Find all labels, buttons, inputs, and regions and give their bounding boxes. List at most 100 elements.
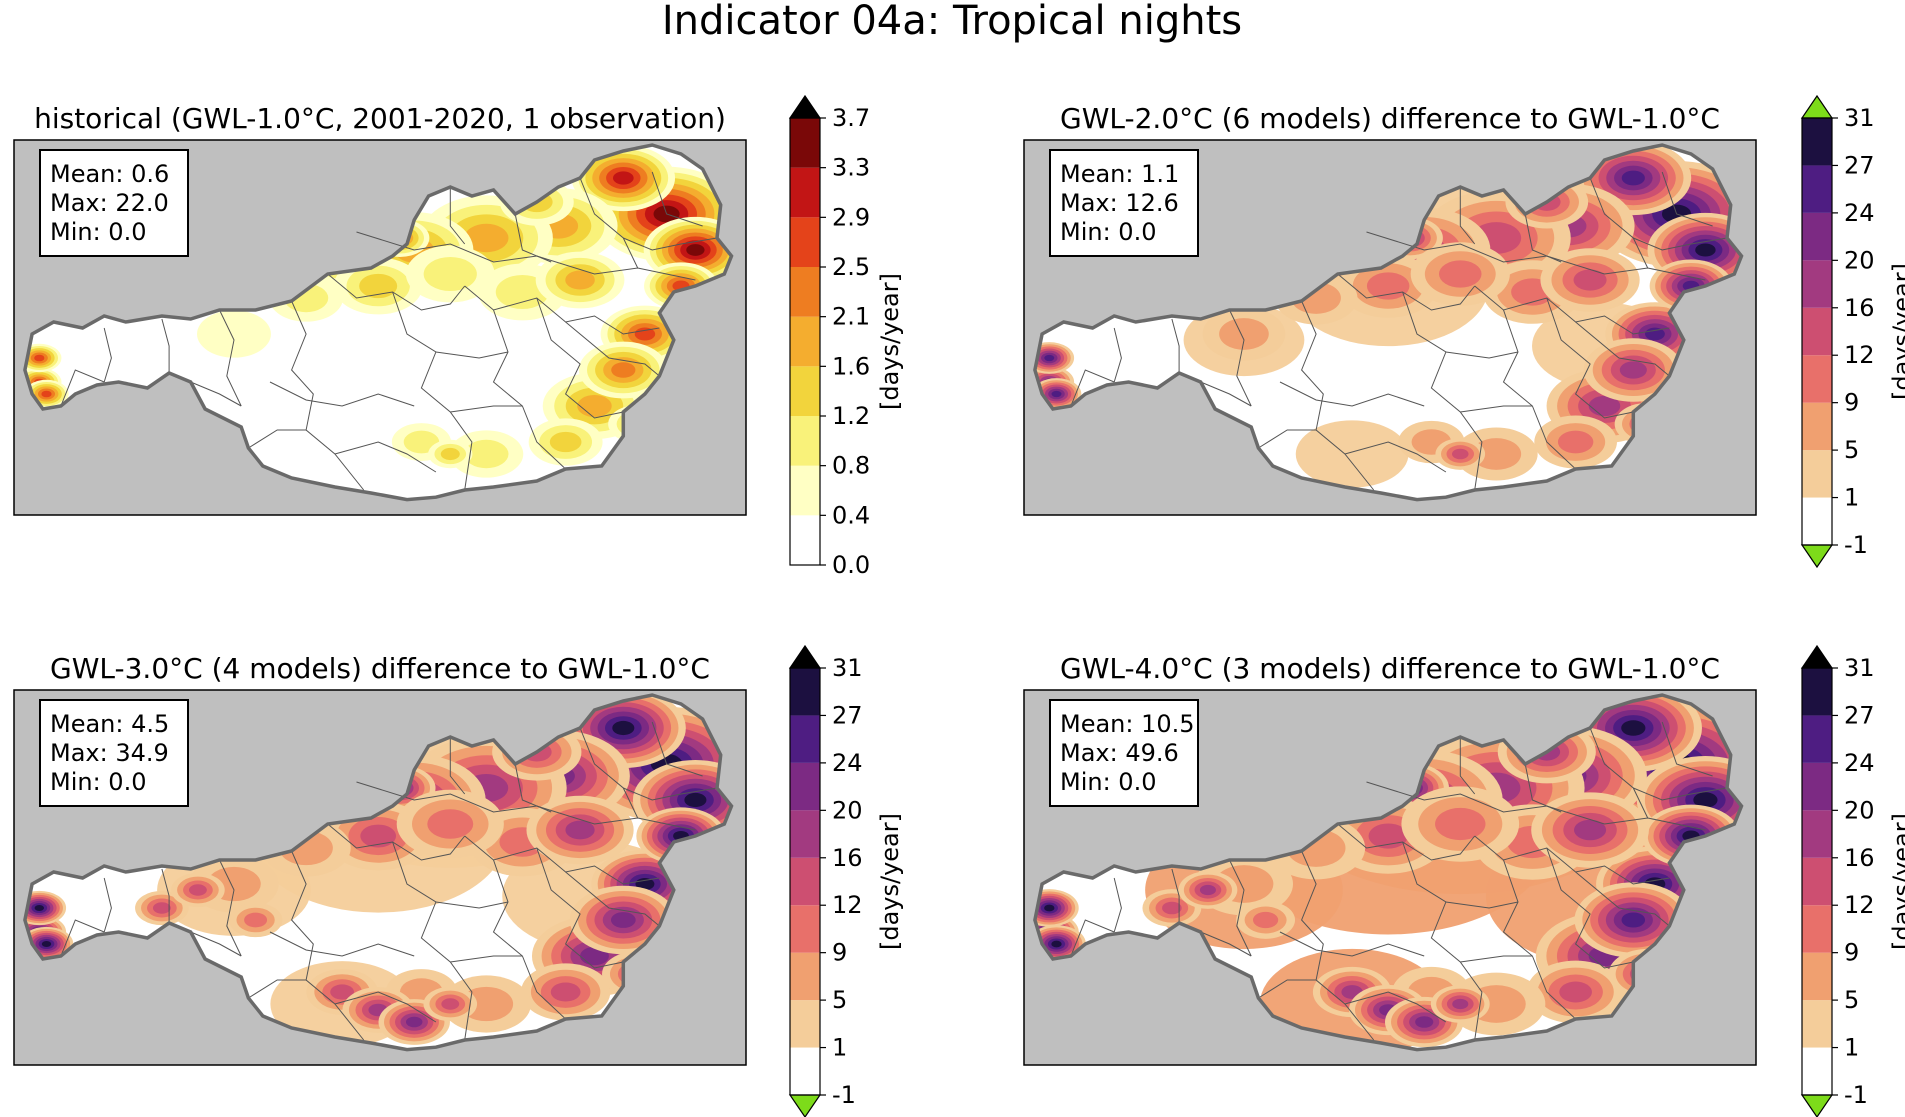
- colorbar-segment: [1802, 450, 1832, 498]
- district-boundary: [1460, 405, 1533, 413]
- contour-band: [1557, 430, 1594, 454]
- colorbar-tick-label: 1.2: [832, 402, 870, 430]
- district-boundary: [1366, 781, 1706, 831]
- colorbar-segment: [790, 762, 820, 811]
- district-boundary: [536, 847, 624, 969]
- contour-band: [41, 940, 52, 948]
- district-boundary: [1460, 955, 1533, 963]
- district-boundary: [1402, 841, 1483, 1041]
- district-boundary: [392, 841, 473, 1041]
- contour-band: [634, 327, 656, 341]
- district-boundary: [1459, 187, 1476, 245]
- district-boundary: [1258, 979, 1317, 999]
- colorbar-tick-label: 20: [1844, 796, 1875, 824]
- colorbar-segment: [790, 167, 820, 218]
- contour-band: [565, 270, 595, 290]
- contour-band: [1252, 911, 1279, 929]
- colorbar-segment: [790, 465, 820, 516]
- contour-band: [1435, 807, 1486, 841]
- contour-band: [464, 223, 509, 253]
- district-boundary: [565, 321, 660, 377]
- colorbar-tick-label: 27: [832, 701, 863, 729]
- colorbar-segment: [790, 316, 820, 367]
- colorbar: 0.0 0.4 0.8 1.2 1.6 2.1 2.5 2.9 3.3 3.7 [days/year…: [788, 94, 904, 579]
- contour-band: [686, 244, 705, 256]
- district-boundary: [1633, 787, 1728, 801]
- district-boundary: [1445, 901, 1519, 909]
- colorbar-tick-label: 2.1: [832, 303, 870, 331]
- country-outline: [1033, 693, 1744, 1052]
- district-boundary: [327, 823, 466, 861]
- colorbar-segment: [1802, 857, 1832, 906]
- district-boundary: [651, 171, 703, 227]
- district-boundary: [327, 273, 466, 311]
- colorbar-segment: [1802, 668, 1832, 716]
- stats-line: Min: 0.0: [50, 768, 146, 796]
- contour-band: [577, 394, 612, 418]
- district-boundary: [1589, 727, 1649, 819]
- colorbar-segment: [1802, 307, 1832, 356]
- district-boundary: [1200, 381, 1252, 407]
- colorbar-tick-label: 0.4: [832, 501, 870, 529]
- colorbar-extend-max: [1800, 644, 1834, 669]
- colorbar-segment: [790, 118, 820, 168]
- colorbar-segment: [1802, 810, 1832, 858]
- contour-band: [1693, 792, 1718, 808]
- colorbar-segment: [790, 952, 820, 1001]
- stats-box: [39, 699, 189, 807]
- district-boundary: [1445, 351, 1519, 359]
- district-boundary: [1546, 847, 1634, 969]
- colorbar: -1 1 5 9 12 16 20 24 27 31 [days/year]: [1800, 94, 1905, 569]
- district-boundary: [1633, 237, 1728, 251]
- district-boundary: [1337, 823, 1476, 861]
- colorbar-segment: [1802, 1000, 1832, 1048]
- district-boundary: [1575, 321, 1670, 377]
- colorbar-tick-label: 24: [832, 749, 863, 777]
- contour-band: [549, 431, 582, 453]
- colorbar-tick-label: 16: [1844, 294, 1875, 322]
- contour-band: [1573, 269, 1607, 291]
- colorbar-tick-label: 1: [832, 1034, 847, 1062]
- colorbar-segment: [790, 1000, 820, 1048]
- colorbar-segment: [790, 267, 820, 317]
- contour-band: [405, 1016, 423, 1028]
- colorbar-segment: [1802, 118, 1832, 166]
- colorbar-tick-label: 27: [1844, 701, 1875, 729]
- district-boundary: [536, 297, 624, 419]
- contour-band: [1219, 318, 1269, 350]
- district-boundary: [449, 737, 466, 795]
- stats-box: [1049, 699, 1199, 807]
- colorbar-tick-label: 3.7: [832, 104, 870, 132]
- colorbar-tick-label: 31: [832, 654, 863, 682]
- contour-band: [1619, 361, 1647, 379]
- district-boundary: [514, 763, 552, 813]
- contour-band: [441, 998, 460, 1010]
- colorbar-tick-label: 1: [1844, 484, 1859, 512]
- colorbar-segment: [1802, 905, 1832, 953]
- district-boundary: [334, 441, 437, 473]
- district-boundary: [1171, 318, 1180, 373]
- colorbar-tick-label: 12: [832, 891, 863, 919]
- contour-band: [1162, 901, 1182, 915]
- district-boundary: [449, 187, 466, 245]
- colorbar-tick-label: 2.9: [832, 203, 870, 231]
- colorbar-segment: [1802, 355, 1832, 403]
- district-boundary: [219, 309, 242, 407]
- colorbar-tick-label: 1.6: [832, 352, 870, 380]
- district-boundary: [565, 871, 660, 927]
- colorbar-tick-label: 12: [1844, 891, 1875, 919]
- contour-band: [427, 809, 474, 839]
- colorbar-segment: [1802, 212, 1832, 261]
- district-boundary: [579, 177, 639, 269]
- stats-line: Min: 0.0: [50, 218, 146, 246]
- contour-band: [612, 171, 634, 185]
- district-boundary: [1113, 877, 1122, 933]
- colorbar-segment: [1802, 1047, 1832, 1095]
- contour-band: [152, 902, 171, 914]
- contour-band: [611, 362, 636, 378]
- contour-band: [1621, 720, 1646, 736]
- district-boundary: [161, 318, 170, 373]
- district-boundary: [1344, 441, 1447, 473]
- stats-line: Max: 22.0: [50, 189, 169, 217]
